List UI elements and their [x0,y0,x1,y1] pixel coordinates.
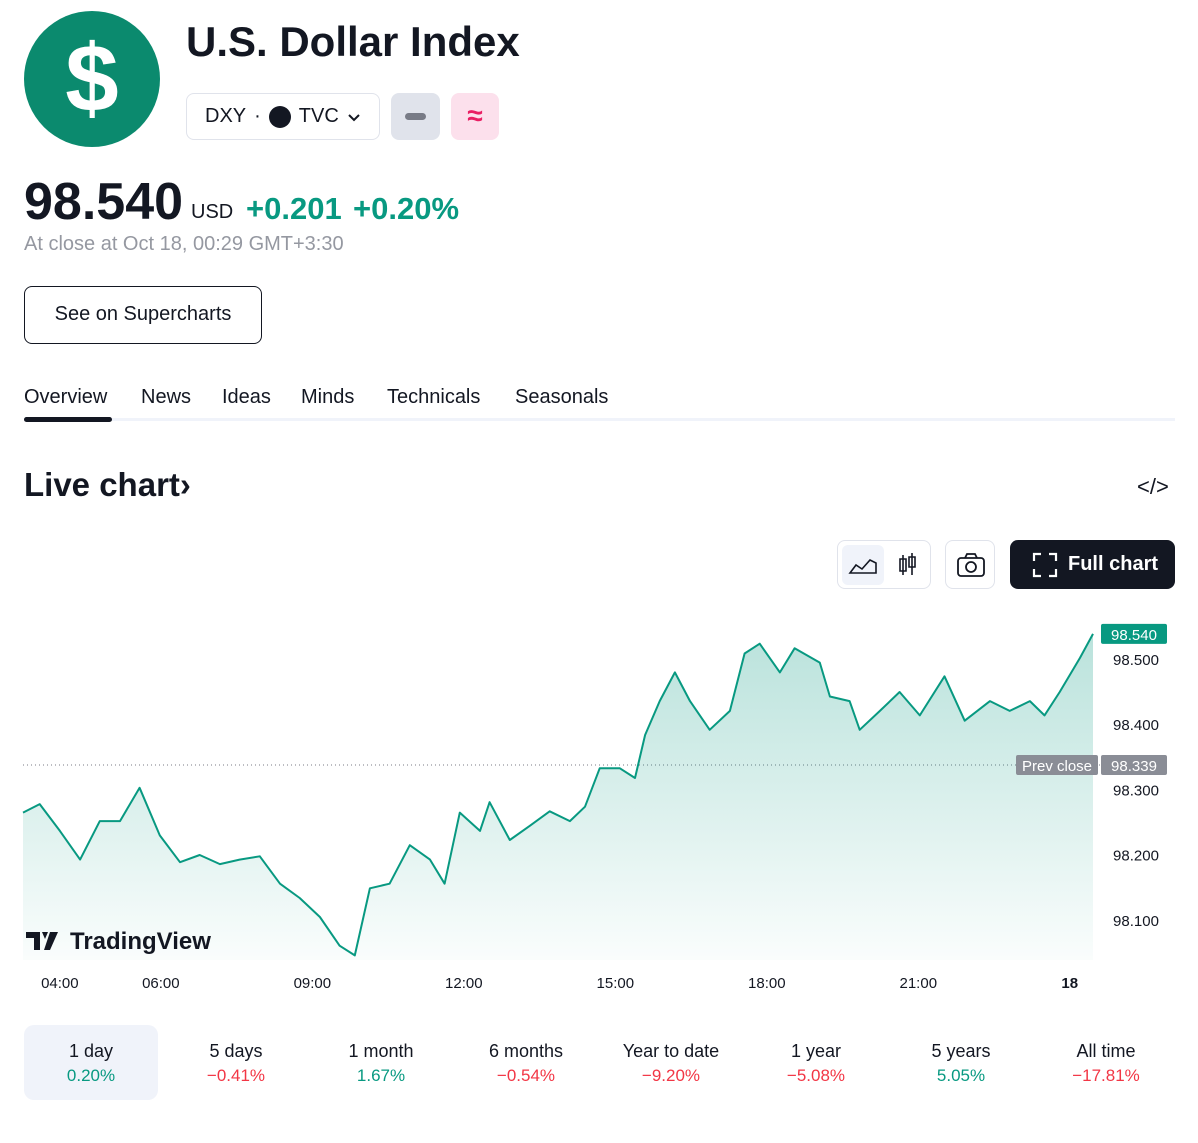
status: At close at Oct 18, 00:29 GMT+3:30 [24,233,344,255]
separator: · [254,105,261,127]
prev-close-value-tag [1101,755,1167,775]
period-change: −0.54% [496,1066,556,1085]
change: +0.201 [246,191,342,226]
period[interactable]: 6 months −0.54% [459,1025,593,1100]
prev-close-label: Prev close [1022,758,1092,775]
tab[interactable]: Technicals [387,386,481,408]
tab[interactable]: Overview [24,386,108,408]
period-change: 0.20% [66,1066,116,1085]
period-change: −0.41% [206,1066,266,1085]
y-tick-label: 98.200 [1113,848,1159,865]
period-label: Year to date [622,1041,720,1061]
badge[interactable]: ≈ [451,93,499,140]
period[interactable]: 1 year −5.08% [749,1025,883,1100]
snapshot-button[interactable] [945,540,995,589]
exchange-icon [268,105,291,128]
section-arrow: › [179,466,191,503]
period[interactable]: 5 years 5.05% [894,1025,1028,1100]
period-change: −5.08% [786,1066,846,1085]
tab[interactable]: Minds [301,386,355,408]
period-label: 1 day [68,1041,114,1061]
symbol: DXY [205,105,247,127]
x-tick-label: 18 [1061,975,1078,992]
y-tick-label: 98.300 [1113,782,1159,799]
chevron [348,113,360,121]
camera-icon [957,553,985,577]
period-label: 6 months [488,1041,564,1061]
period[interactable]: 1 day 0.20% [24,1025,158,1100]
full-chart-button[interactable]: Full chart [1010,540,1175,589]
tab-indicator [24,417,112,422]
y-tick-label: 98.100 [1113,913,1159,930]
watermark-logo [26,932,58,950]
x-tick-label: 04:00 [41,975,79,992]
price-flag-label: 98.540 [1111,627,1157,644]
x-tick-label: 15:00 [597,975,635,992]
chart-type-toggle[interactable] [837,540,931,589]
prev-close-value: 98.339 [1111,758,1157,775]
period-change: −17.81% [1072,1066,1140,1085]
period[interactable]: Year to date −9.20% [604,1025,738,1100]
tab[interactable]: Ideas [222,386,271,408]
chart-type-icons [842,545,916,585]
x-tick-label: 21:00 [900,975,938,992]
period-change: 5.05% [936,1066,986,1085]
chart: 98.100 98.200 98.300 98.400 98.500 04:00 06:00… [22,623,1167,992]
full-chart-label: Full chart [1068,553,1159,575]
period[interactable]: All time −17.81% [1039,1025,1173,1100]
supercharts-button[interactable]: See on Supercharts [24,286,262,344]
area-fill [23,633,1093,960]
x-tick-label: 12:00 [445,975,483,992]
exchange: TVC [298,105,339,127]
tab[interactable]: Seasonals [515,386,609,408]
x-tick-label: 06:00 [142,975,180,992]
symbol-chip[interactable]: DXY · TVC [186,93,380,140]
period-label: 1 year [790,1041,842,1061]
period-label: 5 years [931,1041,991,1061]
price: 98.540 [24,173,184,231]
period[interactable]: 5 days −0.41% [169,1025,303,1100]
y-tick-label: 98.400 [1113,717,1159,734]
tab-underline [24,418,1175,421]
period-label: All time [1076,1041,1136,1061]
section-title-text: Live chart [24,466,180,503]
currency: USD [191,201,234,223]
logo: $ [24,11,160,147]
fullscreen-icon [1032,552,1058,578]
title: U.S. Dollar Index [186,18,520,65]
change-percent: +0.20% [353,191,460,226]
period-label: 1 month [348,1041,414,1061]
period-change: −9.20% [641,1066,701,1085]
embed-button[interactable]: </> [1137,474,1169,499]
period[interactable]: 1 month 1.67% [314,1025,448,1100]
type-badge[interactable] [391,93,440,140]
x-tick-label: 18:00 [748,975,786,992]
tab[interactable]: News [141,386,192,408]
prev-close-tag [1016,755,1098,775]
watermark: TradingView [70,928,211,955]
y-tick-label: 98.500 [1113,652,1159,669]
price-line [22,633,1094,957]
section-title[interactable]: Live chart› [24,466,191,504]
price-flag [1101,623,1167,644]
x-tick-label: 09:00 [294,975,332,992]
period-change: 1.67% [356,1066,406,1085]
period-label: 5 days [209,1041,263,1061]
